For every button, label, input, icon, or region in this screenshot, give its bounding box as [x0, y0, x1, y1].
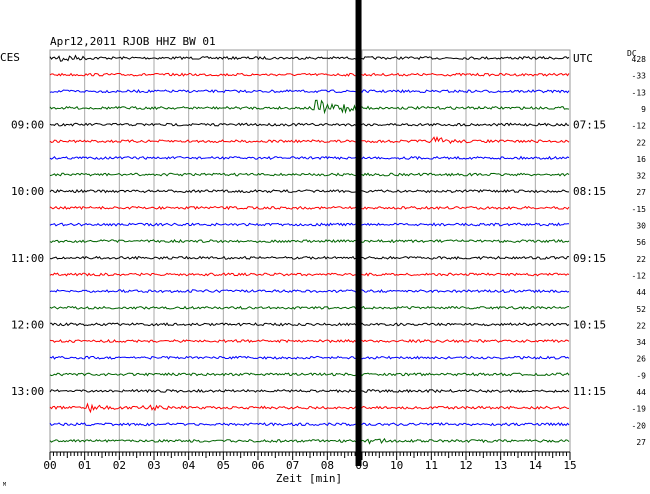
dc-label: DC [627, 49, 637, 58]
dc-offset-value: 27 [636, 188, 646, 197]
seismic-traces [49, 0, 570, 466]
dc-offset-value: -33 [632, 72, 647, 81]
x-tick-label: 06 [251, 459, 264, 472]
dc-offset-value: 44 [636, 288, 646, 297]
x-tick-label: 08 [321, 459, 334, 472]
dc-offset-value: 32 [636, 172, 646, 181]
right-time-label: 07:15 [573, 119, 606, 132]
x-tick-label: 09 [355, 459, 368, 472]
right-time-label: 10:15 [573, 318, 606, 331]
trace-line [49, 172, 570, 177]
x-tick-label: 02 [113, 459, 126, 472]
dc-offset-value: 22 [636, 321, 646, 330]
x-axis-label: Zeit [min] [276, 472, 342, 485]
trace-line [49, 388, 570, 394]
trace-line [49, 99, 570, 115]
x-tick-label: 13 [494, 459, 507, 472]
trace-line [49, 238, 570, 244]
trace-line [49, 338, 570, 344]
trace-line [49, 205, 570, 211]
trace-line [49, 222, 570, 227]
left-time-label: 11:00 [11, 252, 44, 265]
left-time-label: 12:00 [11, 318, 44, 331]
left-time-labels: 09:00 10:00 11:00 12:00 13:00 [11, 119, 44, 398]
dc-offset-values: 428 -33 -13 9 -12 22 16 32 27 -15 30 56 22 -12 44 52 22 3… [632, 55, 647, 447]
trace-line [49, 136, 570, 145]
dc-offset-value: -9 [636, 371, 646, 380]
x-tick-label: 14 [529, 459, 543, 472]
trace-line [49, 288, 570, 294]
trace-line [49, 89, 570, 94]
dc-offset-value: 52 [636, 305, 646, 314]
trace-line [49, 122, 569, 127]
trace-line [49, 422, 570, 427]
right-time-label: UTC [573, 52, 593, 65]
trace-line [49, 54, 570, 62]
dc-offset-value: -13 [632, 88, 647, 97]
trace-line [49, 155, 570, 161]
trace-line [49, 188, 569, 194]
dc-offset-value: -15 [632, 205, 647, 214]
right-time-labels: UTC 07:15 08:15 09:15 10:15 11:15 [573, 52, 606, 398]
dc-offset-value: -12 [632, 122, 647, 131]
bottom-mark: M [3, 482, 6, 488]
minute-grid [49, 49, 571, 453]
trace-line [49, 72, 570, 77]
dc-offset-value: 30 [636, 222, 646, 231]
x-tick-label: 00 [43, 459, 56, 472]
trace-line [49, 355, 570, 360]
right-time-label: 08:15 [573, 185, 606, 198]
dc-offset-value: 22 [636, 255, 646, 264]
left-time-label: 13:00 [11, 385, 44, 398]
trace-line [49, 372, 570, 377]
x-tick-label: 05 [217, 459, 230, 472]
dc-offset-value: 44 [636, 388, 646, 397]
x-tick-label: 10 [390, 459, 403, 472]
x-tick-label: 12 [459, 459, 472, 472]
right-time-label: 11:15 [573, 385, 606, 398]
trace-line [50, 322, 570, 327]
x-axis: 00 01 02 03 04 05 06 07 08 09 10 11 12 13 14 15 [43, 451, 577, 472]
left-timezone-label: CES [0, 51, 20, 64]
dc-offset-value: 428 [632, 55, 647, 64]
x-tick-label: 03 [147, 459, 160, 472]
trace-line [49, 305, 570, 310]
dc-offset-value: 34 [636, 338, 646, 347]
dc-offset-value: 22 [636, 138, 646, 147]
x-tick-label: 01 [78, 459, 91, 472]
dc-offset-value: 16 [636, 155, 646, 164]
chart-title: Apr12,2011 RJOB HHZ BW 01 [50, 35, 216, 48]
left-time-label: 10:00 [11, 185, 44, 198]
trace-line [49, 402, 569, 414]
trace-line [49, 255, 569, 261]
dc-offset-value: -20 [632, 421, 647, 430]
left-time-label: 09:00 [11, 119, 44, 132]
dc-offset-value: 9 [641, 105, 646, 114]
x-tick-label: 11 [425, 459, 438, 472]
right-time-label: 09:15 [573, 252, 606, 265]
dc-offset-value: -19 [632, 405, 647, 414]
trace-line [49, 272, 570, 277]
x-tick-label: 04 [182, 459, 196, 472]
x-tick-label: 15 [563, 459, 576, 472]
x-tick-label: 07 [286, 459, 299, 472]
dc-offset-value: -12 [632, 271, 647, 280]
dc-offset-value: 27 [636, 438, 646, 447]
dc-offset-value: 56 [636, 238, 646, 247]
trace-line [49, 437, 570, 445]
dc-offset-value: 26 [636, 355, 646, 364]
